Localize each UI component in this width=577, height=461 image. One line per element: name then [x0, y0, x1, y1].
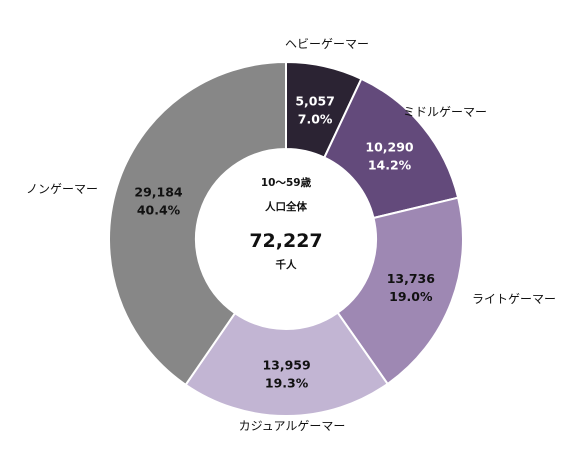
- slice-value-label: 5,057: [295, 94, 335, 109]
- slice-percent-label: 7.0%: [298, 112, 333, 127]
- slice-category-label: ヘビーゲーマー: [285, 37, 369, 51]
- slice-percent-label: 14.2%: [368, 158, 412, 173]
- slice-category-label: カジュアルゲーマー: [239, 419, 346, 433]
- center-population-label: 人口全体: [265, 200, 307, 213]
- slice-value-label: 13,736: [387, 271, 436, 286]
- value-label-group: 5,057 7.0% 10,290 14.2% 13,736 19.0% 13,959 19.…: [134, 94, 435, 391]
- slice-value-label: 10,290: [365, 140, 414, 155]
- slice-3: [184, 311, 390, 417]
- slice-2: [336, 196, 464, 386]
- slice-group: [108, 60, 464, 417]
- slice-4: [108, 60, 287, 387]
- center-total-value: 72,227: [249, 230, 322, 252]
- center-text: 10～59歳 人口全体 72,227 千人: [249, 176, 322, 271]
- slice-percent-label: 19.0%: [389, 289, 433, 304]
- slice-category-label: ミドルゲーマー: [403, 105, 487, 119]
- slice-percent-label: 40.4%: [137, 202, 181, 217]
- slice-value-label: 29,184: [134, 184, 183, 199]
- slice-percent-label: 19.3%: [265, 375, 309, 390]
- center-unit: 千人: [276, 258, 297, 271]
- center-age-range: 10～59歳: [261, 176, 312, 189]
- slice-value-label: 13,959: [262, 357, 310, 372]
- slice-category-label: ライトゲーマー: [472, 292, 556, 306]
- slice-category-label: ノンゲーマー: [26, 182, 98, 196]
